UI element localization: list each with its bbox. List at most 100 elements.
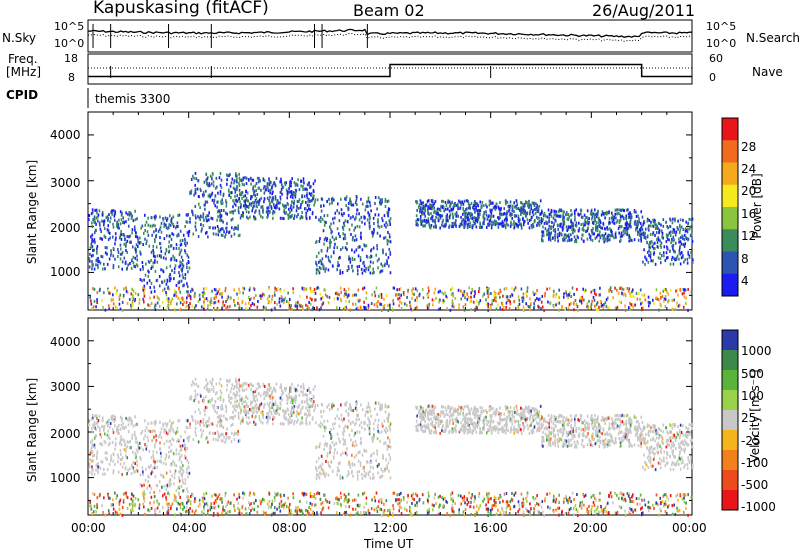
velocity-cell — [288, 392, 290, 396]
power-cell — [112, 208, 115, 212]
velocity-cell — [158, 480, 161, 484]
power-cell — [169, 223, 172, 227]
power-cell — [261, 206, 264, 210]
power-cell — [652, 218, 654, 222]
power-cell — [648, 249, 650, 253]
power-cell — [423, 224, 425, 228]
power-cell — [197, 235, 200, 239]
power-cell — [548, 286, 551, 290]
power-cell — [680, 242, 683, 246]
power-cell — [201, 227, 203, 231]
power-cb-tick: 16 — [741, 207, 757, 221]
power-cell — [476, 209, 479, 213]
power-cell — [446, 217, 448, 221]
power-cell — [398, 287, 401, 291]
power-cell — [181, 263, 184, 267]
power-cell — [289, 190, 292, 194]
power-cell — [315, 240, 317, 244]
power-cell — [198, 216, 201, 220]
power-cell — [431, 215, 433, 219]
power-cell — [203, 297, 206, 301]
power-cell — [474, 221, 476, 225]
power-cell — [624, 304, 626, 308]
power-cell — [341, 271, 344, 275]
velocity-cell — [225, 410, 228, 414]
velocity-cell — [119, 452, 122, 456]
power-cell — [499, 210, 501, 214]
power-cell — [391, 308, 394, 312]
power-cell — [427, 289, 430, 293]
power-cell — [194, 292, 196, 296]
power-cell — [88, 259, 91, 263]
power-cell — [102, 223, 105, 227]
power-cell — [169, 273, 171, 277]
power-cell — [463, 210, 465, 214]
velocity-cell — [180, 484, 183, 488]
velocity-cell — [194, 430, 197, 434]
power-cell — [380, 262, 383, 266]
xtick-3: 12:00 — [373, 521, 408, 535]
velocity-cell — [134, 470, 136, 474]
power-cell — [280, 187, 283, 191]
power-cell — [586, 229, 589, 233]
velocity-cell — [146, 435, 149, 439]
velocity-cell — [93, 445, 95, 449]
power-cell — [593, 288, 596, 292]
velocity-cell — [383, 419, 386, 423]
velocity-cell — [207, 440, 209, 444]
power-cell — [613, 218, 615, 222]
power-cell — [234, 179, 236, 183]
power-cell — [361, 248, 364, 252]
power-cell — [613, 215, 616, 219]
power-cell — [491, 208, 493, 212]
power-cell — [233, 202, 236, 206]
power-cell — [578, 221, 580, 225]
beam-title: Beam 02 — [353, 1, 425, 20]
power-cell — [305, 187, 307, 191]
power-cell — [496, 215, 499, 219]
power-cell — [596, 233, 599, 237]
velocity-cell — [111, 440, 114, 444]
power-cell — [614, 232, 617, 236]
power-cell — [442, 218, 444, 222]
power-cell — [464, 296, 466, 300]
velocity-cell — [289, 386, 291, 390]
power-cell — [305, 213, 308, 217]
power-cell — [331, 235, 334, 239]
velocity-cell — [112, 431, 115, 435]
power-cell — [381, 269, 384, 273]
velocity-cell — [263, 405, 265, 409]
power-cell — [376, 259, 379, 263]
power-cell — [501, 308, 504, 312]
power-cell — [315, 260, 317, 264]
power-cell — [126, 212, 129, 216]
power-cell — [432, 219, 434, 223]
power-cell — [346, 269, 349, 273]
power-cell — [628, 239, 631, 243]
power-cell — [323, 223, 326, 227]
power-cell — [121, 308, 124, 312]
power-cell — [173, 288, 176, 292]
power-cell — [412, 287, 415, 291]
power-cell — [370, 302, 373, 306]
power-cell — [216, 205, 218, 209]
velocity-cell — [114, 443, 117, 447]
velocity-cell — [171, 437, 173, 441]
power-cell — [336, 292, 339, 296]
power-cell — [541, 239, 543, 243]
power-cell — [95, 251, 98, 255]
power-cell — [627, 208, 629, 212]
power-cell — [184, 272, 187, 276]
power-cell — [522, 296, 525, 300]
power-cell — [225, 232, 227, 236]
power-cell — [249, 298, 251, 302]
power-cell — [563, 233, 566, 237]
velocity-cell — [209, 400, 211, 404]
velocity-cell — [93, 423, 96, 427]
power-cell — [135, 235, 137, 239]
power-cell — [349, 197, 351, 201]
power-cell — [451, 286, 454, 290]
velocity-cell — [256, 382, 259, 386]
power-cell — [684, 242, 687, 246]
power-cell — [452, 214, 454, 218]
